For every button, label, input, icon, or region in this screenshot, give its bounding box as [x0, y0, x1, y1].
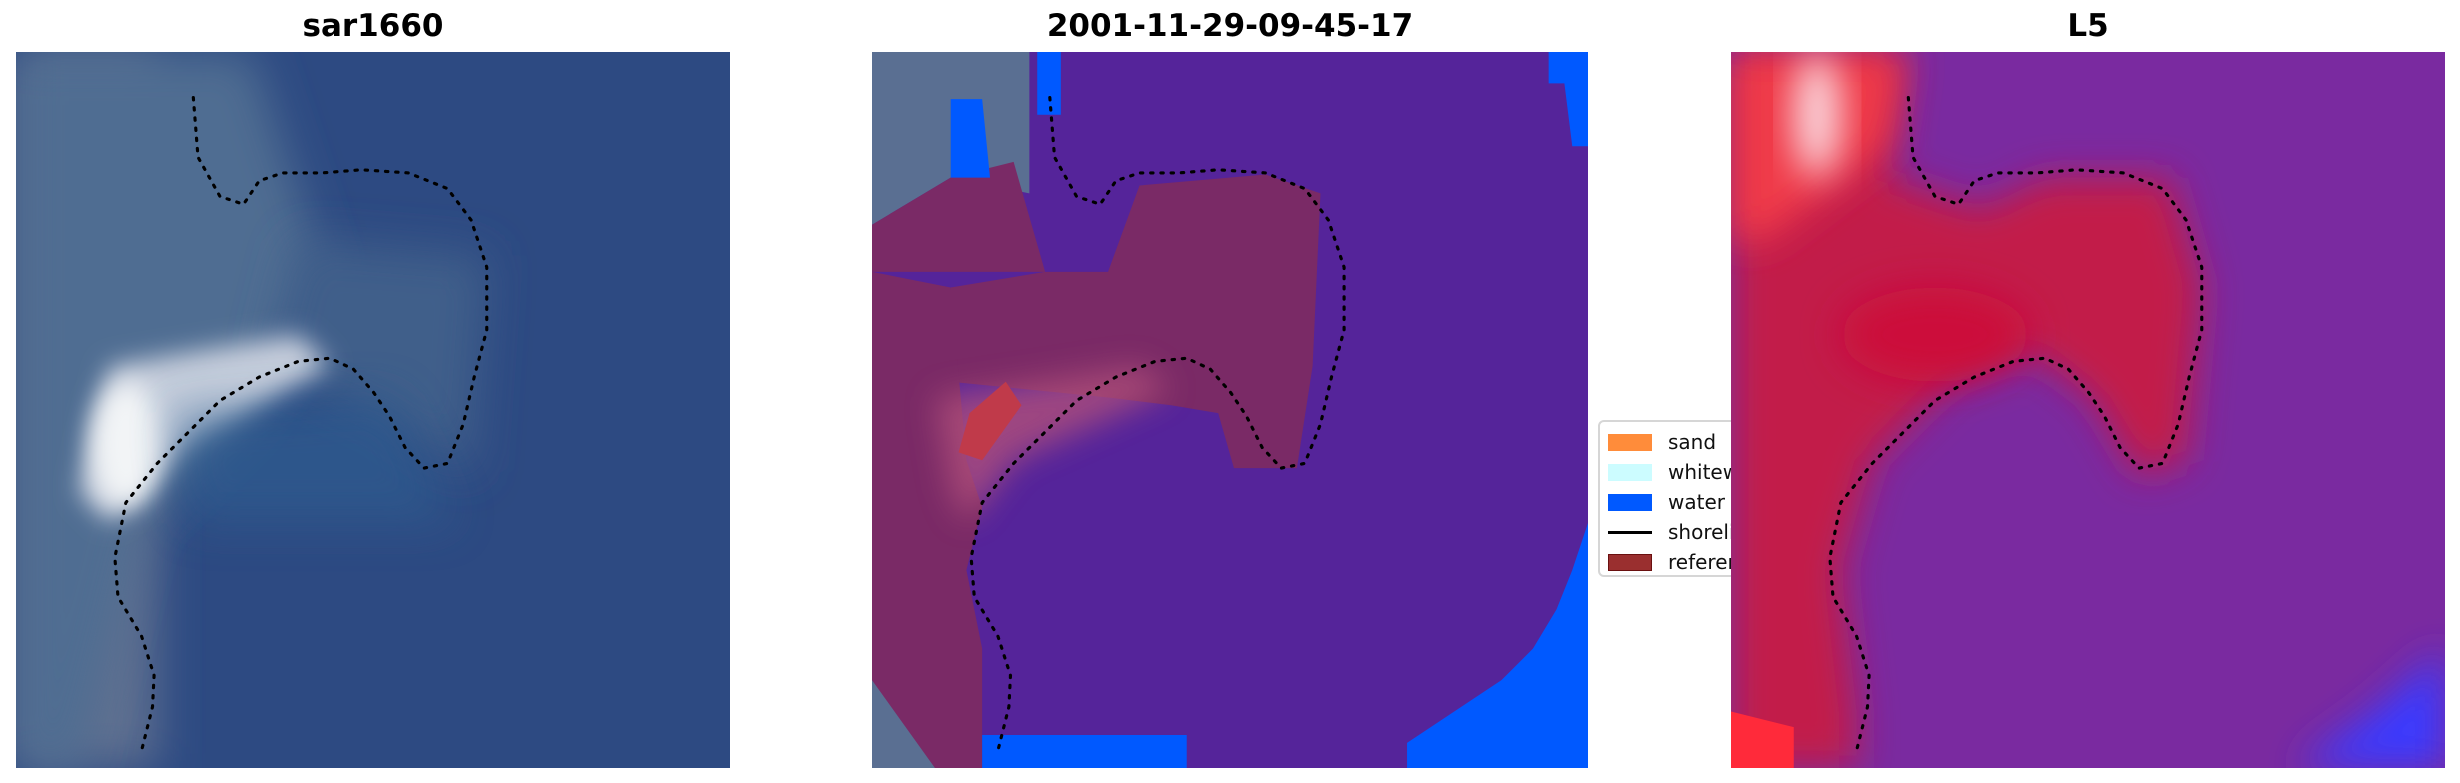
- reference-swatch: [1608, 553, 1652, 571]
- shoreline-line-swatch: [1608, 530, 1652, 534]
- legend-item-water: water: [1608, 490, 1725, 514]
- panel-title-classification: 2001-11-29-09-45-17: [1046, 8, 1414, 44]
- legend-label: water: [1668, 490, 1725, 514]
- shoreline-path: [113, 95, 489, 753]
- sand-swatch: [1608, 433, 1652, 451]
- shoreline-path: [969, 95, 1346, 753]
- water-swatch: [1608, 493, 1652, 511]
- panel-title-image: sar1660: [302, 8, 444, 44]
- legend-label: sand: [1668, 430, 1717, 454]
- shoreline-path: [1828, 95, 2204, 753]
- probability-panel: [1731, 52, 2445, 768]
- panel-title-probability: L5: [2067, 8, 2109, 44]
- whitewater-swatch: [1608, 463, 1652, 481]
- legend-item-sand: sand: [1608, 430, 1717, 454]
- satellite-image-panel: [16, 52, 730, 768]
- classification-panel: [872, 52, 1588, 768]
